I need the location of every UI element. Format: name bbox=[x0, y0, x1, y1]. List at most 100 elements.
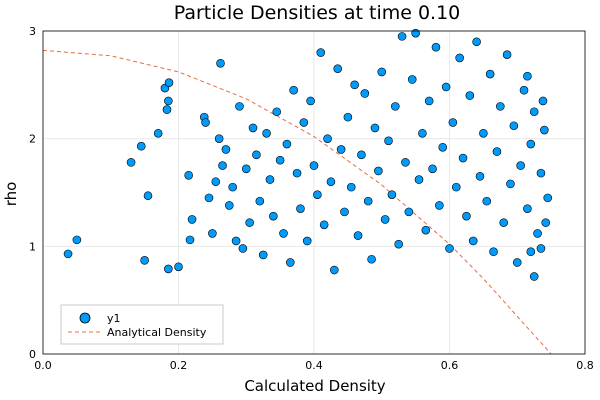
analytical-density-layer bbox=[42, 49, 552, 355]
scatter-point bbox=[330, 265, 339, 275]
scatter-point bbox=[255, 196, 265, 206]
scatter-point bbox=[475, 172, 485, 181]
x-axis-ticks: 0.0 0.2 0.4 0.6 0.8 bbox=[34, 359, 594, 372]
scatter-point bbox=[540, 125, 549, 135]
scatter-point bbox=[509, 121, 519, 131]
scatter-point bbox=[529, 272, 539, 281]
scatter-point bbox=[377, 67, 387, 77]
scatter-point bbox=[241, 164, 251, 174]
scatter-point bbox=[201, 118, 210, 127]
scatter-point bbox=[336, 145, 346, 154]
scatter-point bbox=[262, 128, 271, 138]
scatter-point bbox=[296, 204, 305, 213]
scatter-point bbox=[536, 244, 546, 253]
scatter-point bbox=[185, 235, 195, 245]
scatter-point bbox=[374, 166, 383, 176]
x-tick-label: 0.2 bbox=[170, 359, 188, 372]
scatter-point bbox=[536, 168, 546, 178]
scatter-point bbox=[231, 236, 241, 246]
scatter-point bbox=[245, 218, 254, 227]
scatter-point bbox=[306, 96, 315, 106]
scatter-point bbox=[380, 215, 390, 224]
scatter-point bbox=[225, 201, 234, 210]
scatter-point bbox=[275, 155, 285, 165]
scatter-point bbox=[445, 244, 454, 253]
scatter-point bbox=[343, 112, 353, 122]
analytical-density-line bbox=[42, 49, 552, 355]
scatter-point bbox=[541, 218, 551, 227]
scatter-point bbox=[397, 32, 407, 41]
scatter-point bbox=[248, 123, 258, 133]
legend-label-y1: y1 bbox=[107, 312, 121, 325]
scatter-point bbox=[313, 190, 322, 199]
scatter-point bbox=[424, 96, 434, 106]
scatter-point bbox=[164, 78, 174, 87]
legend-box bbox=[60, 304, 224, 345]
scatter-point bbox=[506, 179, 515, 189]
scatter-point bbox=[153, 128, 163, 138]
x-tick-label: 0.8 bbox=[576, 359, 594, 372]
scatter-point bbox=[367, 254, 376, 264]
scatter-point bbox=[340, 207, 349, 217]
scatter-point bbox=[523, 204, 532, 213]
scatter-point bbox=[164, 96, 173, 106]
scatter-point bbox=[208, 229, 217, 238]
scatter-point bbox=[252, 150, 261, 160]
scatter-point bbox=[221, 145, 231, 154]
scatter-point bbox=[479, 128, 488, 138]
scatter-point bbox=[214, 134, 224, 143]
scatter-point bbox=[299, 118, 309, 127]
scatter-point bbox=[526, 139, 536, 149]
scatter-point bbox=[438, 142, 448, 152]
x-tick-label: 0.0 bbox=[34, 359, 52, 372]
y-tick-label: 2 bbox=[29, 133, 36, 146]
scatter-point bbox=[458, 153, 468, 163]
scatter-point bbox=[184, 170, 193, 180]
scatter-point bbox=[350, 80, 359, 90]
scatter-point bbox=[136, 141, 146, 151]
scatter-point bbox=[401, 158, 410, 167]
plot-frame bbox=[42, 30, 586, 355]
scatter-point bbox=[333, 64, 343, 73]
scatter-point bbox=[489, 247, 498, 257]
scatter-point bbox=[353, 231, 363, 240]
scatter-point bbox=[485, 69, 495, 79]
y-axis-ticks: 0 1 2 3 bbox=[29, 25, 36, 361]
scatter-point bbox=[465, 91, 475, 100]
scatter-point bbox=[516, 161, 525, 170]
scatter-point bbox=[496, 102, 505, 111]
legend-marker-y1 bbox=[79, 312, 91, 324]
scatter-point bbox=[499, 218, 509, 227]
scatter-point bbox=[407, 75, 417, 84]
scatter-point bbox=[435, 201, 444, 210]
scatter-point bbox=[211, 177, 221, 187]
x-tick-label: 0.6 bbox=[441, 359, 459, 372]
scatter-point bbox=[538, 96, 548, 106]
scatter-point bbox=[319, 220, 329, 230]
scatter-point bbox=[279, 229, 288, 238]
scatter-point bbox=[285, 258, 295, 267]
y-axis-label: rho bbox=[2, 182, 20, 207]
scatter-point bbox=[346, 182, 356, 192]
scatter-point bbox=[543, 193, 553, 203]
scatter-point bbox=[404, 207, 414, 217]
legend: y1 Analytical Density bbox=[60, 304, 224, 345]
scatter-point bbox=[238, 244, 248, 253]
scatter-point bbox=[468, 236, 478, 246]
scatter-point bbox=[492, 147, 502, 156]
y-tick-label: 1 bbox=[29, 240, 36, 253]
scatter-point bbox=[282, 139, 292, 149]
scatter-point bbox=[523, 71, 532, 81]
scatter-point bbox=[309, 161, 319, 170]
scatter-point bbox=[455, 53, 464, 63]
x-tick-label: 0.4 bbox=[305, 359, 323, 372]
scatter-point bbox=[228, 182, 237, 192]
scatter-point bbox=[451, 182, 461, 192]
scatter-point bbox=[387, 190, 397, 199]
scatter-point bbox=[390, 102, 400, 111]
scatter-point bbox=[289, 85, 298, 95]
scatter-point bbox=[529, 107, 539, 117]
scatter-point bbox=[292, 168, 302, 178]
scatter-series-y1 bbox=[63, 28, 553, 281]
scatter-point bbox=[384, 136, 393, 146]
